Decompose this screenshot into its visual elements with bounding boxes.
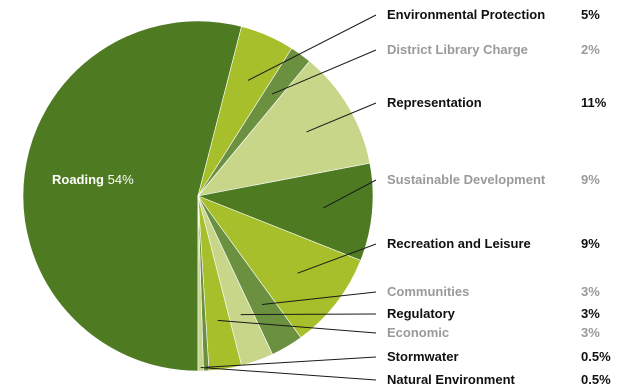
value-stormwater: 0.5% [581, 349, 611, 364]
leader-line-regulatory [240, 313, 377, 316]
label-roading-name: Roading [52, 172, 104, 187]
value-recreation-and-leisure: 9% [581, 236, 600, 251]
slice-representation [197, 60, 371, 197]
leader-line-sustainable-development [323, 179, 377, 209]
leader-line-economic [217, 319, 377, 334]
leader-line-natural-environment [200, 367, 377, 381]
leader-line-communities [262, 291, 377, 305]
slice-natural-environment [197, 195, 204, 372]
label-roading-value: 54% [104, 172, 134, 187]
value-sustainable-development: 9% [581, 172, 600, 187]
leader-lines [200, 14, 377, 381]
slice-roading [22, 20, 242, 372]
label-recreation-and-leisure: Recreation and Leisure [387, 236, 531, 251]
label-economic: Economic [387, 325, 449, 340]
value-representation: 11% [581, 95, 607, 110]
leader-line-environmental-protection [247, 14, 377, 81]
label-environmental-protection: Environmental Protection [387, 7, 545, 22]
value-environmental-protection: 5% [581, 7, 600, 22]
value-regulatory: 3% [581, 306, 600, 321]
label-roading: Roading 54% [52, 172, 134, 187]
label-natural-environment: Natural Environment [387, 372, 516, 387]
value-economic: 3% [581, 325, 600, 340]
leader-line-representation [306, 102, 377, 133]
slice-sustainable-development [196, 162, 374, 261]
leader-line-recreation-and-leisure [297, 243, 377, 274]
slice-labels: Roading 54% Environmental Protection 5% Dis… [52, 7, 611, 387]
label-stormwater: Stormwater [387, 349, 459, 364]
slice-recreation-and-leisure [197, 195, 362, 338]
label-regulatory: Regulatory [387, 306, 456, 321]
label-representation: Representation [387, 95, 482, 110]
label-district-library-charge: District Library Charge [387, 42, 528, 57]
leader-line-district-library-charge [271, 49, 377, 95]
label-communities: Communities [387, 284, 469, 299]
label-sustainable-development: Sustainable Development [387, 172, 546, 187]
value-district-library-charge: 2% [581, 42, 600, 57]
value-communities: 3% [581, 284, 600, 299]
value-natural-environment: 0.5% [581, 372, 611, 387]
leader-line-stormwater [206, 356, 377, 368]
